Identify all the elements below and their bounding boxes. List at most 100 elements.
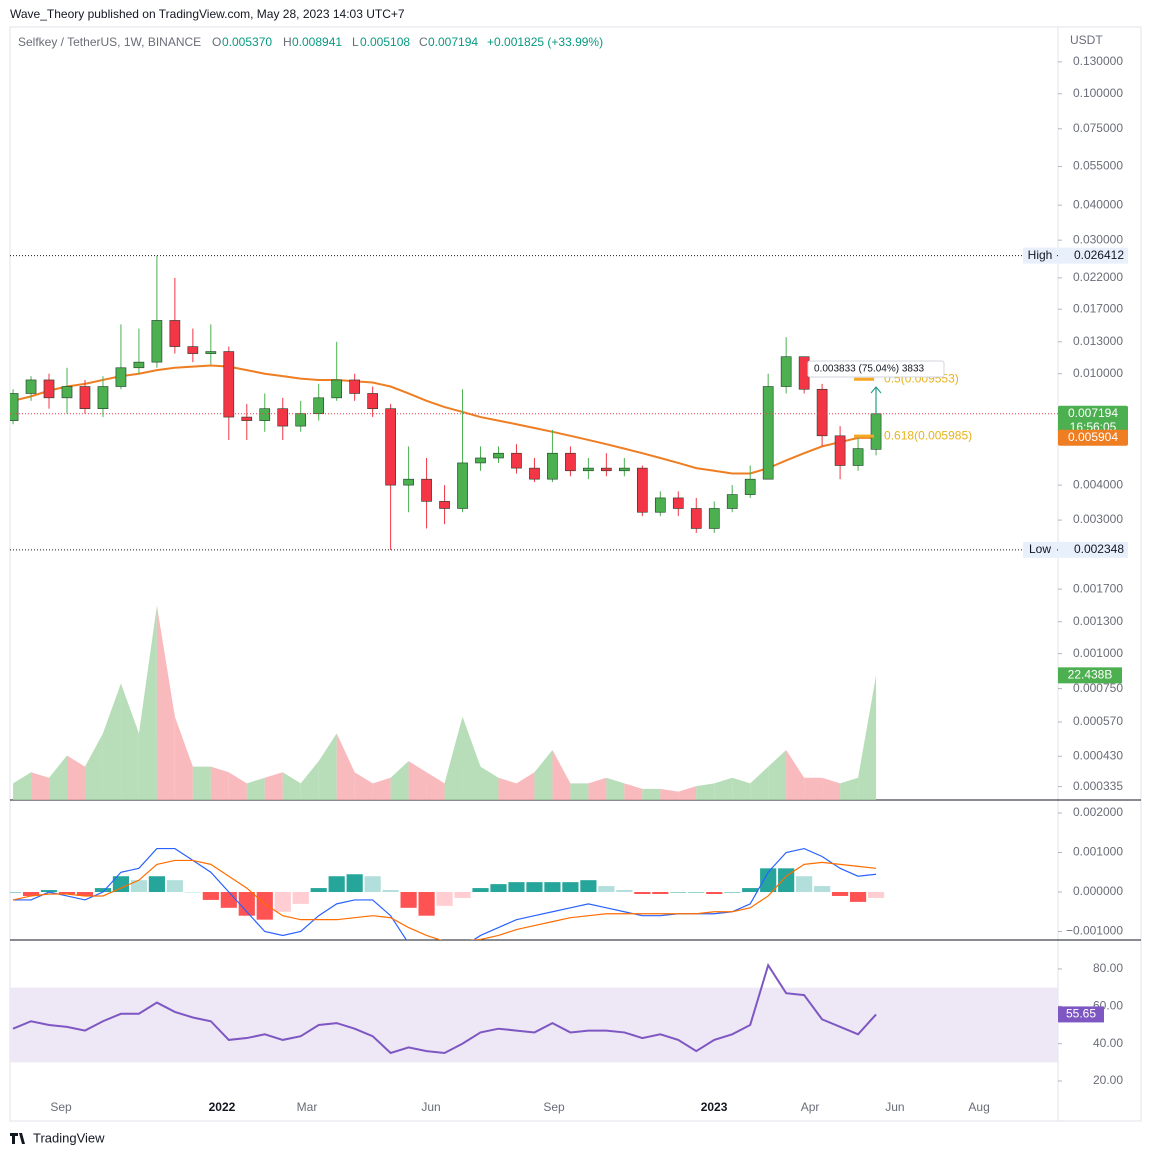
rsi-last-box <box>1058 1006 1104 1023</box>
y-tick-label: 0.001000 <box>1073 845 1123 859</box>
y-tick-label: 0.017000 <box>1073 301 1123 315</box>
legend: Selfkey / TetherUS, 1W, BINANCE O 0.0053… <box>18 35 603 49</box>
candle-body <box>169 320 181 347</box>
candle-body <box>583 467 594 472</box>
macd-histogram <box>849 892 867 902</box>
volume-area <box>678 786 697 800</box>
h-label: H <box>283 35 292 49</box>
macd-histogram <box>310 888 327 893</box>
candle-body <box>295 413 307 427</box>
volume-area <box>408 761 427 800</box>
volume-area <box>300 761 319 800</box>
y-tick-label: 0.001700 <box>1073 581 1123 595</box>
y-tick-label: 0.004000 <box>1073 477 1123 491</box>
macd-histogram <box>724 892 741 893</box>
candle-body <box>259 408 271 421</box>
rsi-pane <box>10 962 1058 1063</box>
macd-histogram <box>490 884 507 893</box>
candle-body <box>834 435 846 466</box>
l-value: 0.005108 <box>360 35 410 49</box>
volume-area <box>588 777 607 800</box>
candle-body <box>529 467 540 480</box>
candle-body <box>313 397 325 414</box>
volume-last-box <box>1058 667 1122 684</box>
candle-body <box>690 508 702 529</box>
publisher: Wave_Theory published on TradingView.com… <box>10 7 405 21</box>
candle-body <box>331 379 343 399</box>
macd-histogram <box>274 892 291 912</box>
volume-area <box>390 761 409 800</box>
volume-area <box>156 605 175 800</box>
candle-body <box>852 448 864 466</box>
candle-body <box>10 393 19 421</box>
volume-area <box>426 772 445 800</box>
macd-histogram <box>130 880 148 893</box>
candle-body <box>870 413 882 450</box>
candle-body <box>475 457 486 464</box>
candle-body <box>619 467 630 472</box>
volume-area <box>210 766 229 800</box>
measure-text: 0.003833 (75.04%) 3833 <box>814 364 925 375</box>
candle-body <box>493 452 504 459</box>
x-tick-label: Sep <box>543 1100 565 1114</box>
x-tick-label: 2022 <box>209 1100 236 1114</box>
volume-area <box>660 788 679 800</box>
macd-histogram <box>598 886 615 893</box>
macd-histogram <box>184 892 201 893</box>
volume-area <box>768 750 787 800</box>
y-tick-label: 0.003000 <box>1073 512 1123 526</box>
ma-last-text: 0.005904 <box>1068 430 1118 444</box>
macd-histogram <box>58 892 76 894</box>
volume-area <box>624 783 643 800</box>
macd-histogram <box>346 874 363 893</box>
volume-area <box>138 605 157 800</box>
x-tick-label: 2023 <box>701 1100 728 1114</box>
volume-area <box>444 716 463 800</box>
candle-body <box>511 452 522 469</box>
volume-area <box>336 733 355 800</box>
volume-area <box>840 777 859 800</box>
x-tick-label: Jun <box>421 1100 440 1114</box>
volume-area <box>174 716 193 800</box>
macd-histogram <box>670 892 687 893</box>
volume-area <box>66 755 85 800</box>
macd-histogram <box>220 892 237 908</box>
rsi-last-text: 55.65 <box>1066 1007 1096 1021</box>
macd-histogram <box>688 892 705 893</box>
x-tick-label: Jun <box>885 1100 904 1114</box>
extreme-value: 0.002348 <box>1074 542 1124 556</box>
symbol: Selfkey / TetherUS, 1W, BINANCE <box>18 35 201 49</box>
candle-body <box>780 356 792 387</box>
y-tick-label: 0.055000 <box>1073 159 1123 173</box>
candle-body <box>547 452 558 480</box>
macd-histogram <box>112 876 130 893</box>
candle-body <box>187 346 199 354</box>
x-tick-label: Sep <box>50 1100 72 1114</box>
volume-area <box>516 772 535 800</box>
macd-histogram <box>22 892 40 896</box>
candle-body <box>349 379 360 394</box>
signal-line <box>12 859 877 940</box>
extreme-value-bg <box>1058 541 1128 558</box>
candle-body <box>672 497 684 509</box>
volume-area <box>498 777 517 800</box>
macd-histogram <box>562 882 579 893</box>
y-tick-label: −0.001000 <box>1066 924 1123 938</box>
extreme-label: High <box>1028 248 1053 262</box>
macd-histogram <box>418 892 435 916</box>
rsi-line <box>12 962 877 1055</box>
macd-histogram <box>94 888 112 893</box>
candle-body <box>762 386 774 480</box>
macd-histogram <box>364 876 381 893</box>
candle-body <box>403 478 414 486</box>
candle-body <box>97 386 109 409</box>
volume-area <box>570 783 589 800</box>
candle-body <box>654 497 666 513</box>
macd-histogram <box>292 892 309 904</box>
macd-histogram <box>580 880 597 893</box>
volume-area <box>480 766 499 800</box>
candle-body <box>708 508 720 529</box>
c-value: 0.007194 <box>428 35 478 49</box>
y-tick-label: 0.100000 <box>1073 86 1123 100</box>
